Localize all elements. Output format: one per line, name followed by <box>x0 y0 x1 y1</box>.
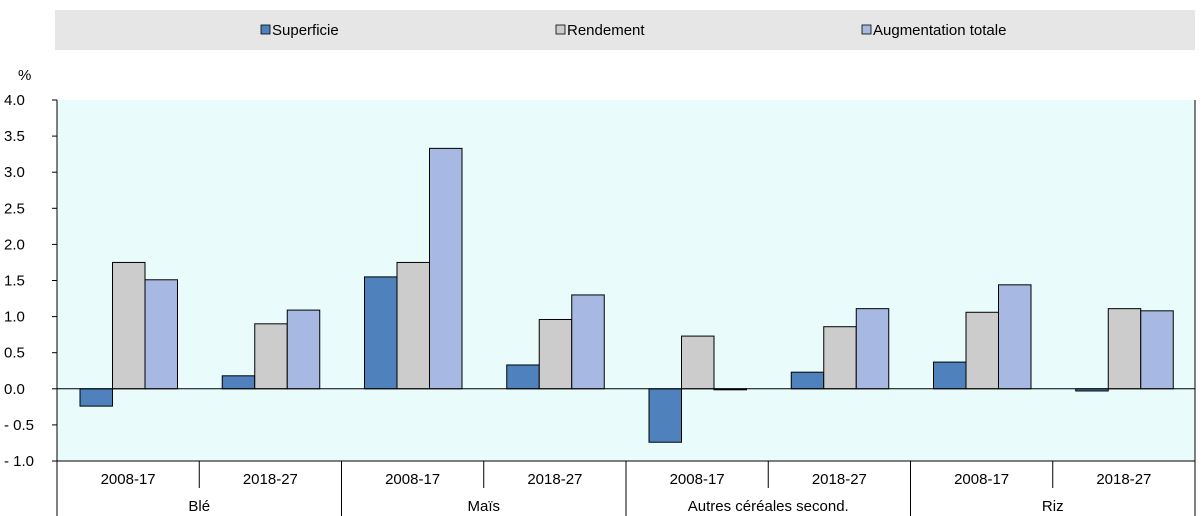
y-tick-label: 3.0 <box>4 164 25 181</box>
bar-rendement-5 <box>823 326 857 390</box>
y-tick-label: - 1.0 <box>4 453 34 470</box>
bar-rendement-6 <box>965 311 999 390</box>
x-group-label: Maïs <box>467 498 500 515</box>
x-tick-label: 2018-27 <box>1096 471 1151 488</box>
y-tick-label: 1.0 <box>4 309 25 326</box>
bars <box>57 147 1195 443</box>
plot-area <box>57 100 1195 461</box>
bar-rendement-3 <box>538 318 573 390</box>
y-tick-label: 2.0 <box>4 236 25 253</box>
bar-superficie-5 <box>790 371 825 390</box>
x-tick-label: 2018-27 <box>527 471 582 488</box>
y-tick-label: 4.0 <box>4 92 25 109</box>
x-axis: 2008-17 2018-27 Blé 2008-17 2018-27 Maïs 2008-… <box>56 460 1196 516</box>
y-tick-label: 1.5 <box>4 273 25 290</box>
bar-augmentation-totale-2 <box>429 147 463 390</box>
x-tick-label: 2008-17 <box>385 471 440 488</box>
bar-rendement-7 <box>1107 308 1142 390</box>
bar-superficie-1 <box>221 375 256 390</box>
y-tick-label: 2.5 <box>4 200 25 217</box>
bar-augmentation-totale-6 <box>998 284 1032 390</box>
y-tick-label: 3.5 <box>4 128 25 145</box>
y-tick-label: - 0.5 <box>4 417 34 434</box>
x-tick-label: 2018-27 <box>243 471 298 488</box>
x-group-label: Autres céréales second. <box>688 498 849 515</box>
bar-superficie-3 <box>506 364 540 390</box>
legend: Superficie Rendement Augmentation totale <box>260 22 1006 39</box>
bar-augmentation-totale-3 <box>571 294 605 390</box>
bar-augmentation-totale-7 <box>1140 310 1174 390</box>
legend-swatch-superficie <box>260 24 271 35</box>
bar-augmentation-totale-0 <box>144 279 178 390</box>
legend-label-rendement: Rendement <box>567 22 645 39</box>
x-tick-label: 2008-17 <box>670 471 725 488</box>
y-tick-label: 0.0 <box>4 381 25 398</box>
legend-label-augmentation-totale: Augmentation totale <box>873 22 1006 39</box>
bar-rendement-4 <box>681 335 715 390</box>
bar-augmentation-totale-1 <box>286 309 321 390</box>
x-tick-label: 2008-17 <box>101 471 156 488</box>
y-axis-unit-label: % <box>18 67 31 84</box>
legend-swatch-augmentation-totale <box>861 24 872 35</box>
bar-superficie-2 <box>364 276 398 390</box>
bar-superficie-4 <box>648 388 682 443</box>
bar-rendement-2 <box>396 261 430 390</box>
legend-swatch-rendement <box>555 24 566 35</box>
x-tick-label: 2008-17 <box>954 471 1009 488</box>
bar-augmentation-totale-5 <box>855 308 890 390</box>
bar-rendement-0 <box>112 261 146 390</box>
legend-background <box>55 10 1195 50</box>
y-tick-label: 0.5 <box>4 345 25 362</box>
bar-superficie-6 <box>933 361 967 390</box>
x-group-label: Blé <box>188 498 210 515</box>
legend-label-superficie: Superficie <box>272 22 339 39</box>
y-axis: 4.0 3.5 3.0 2.5 2.0 1.5 1.0 0.5 0.0 - 0.5 - 1.0 <box>4 92 1196 470</box>
x-tick-label: 2018-27 <box>812 471 867 488</box>
bar-rendement-1 <box>254 323 288 390</box>
x-group-label: Riz <box>1042 498 1064 515</box>
bar-superficie-0 <box>79 388 113 407</box>
